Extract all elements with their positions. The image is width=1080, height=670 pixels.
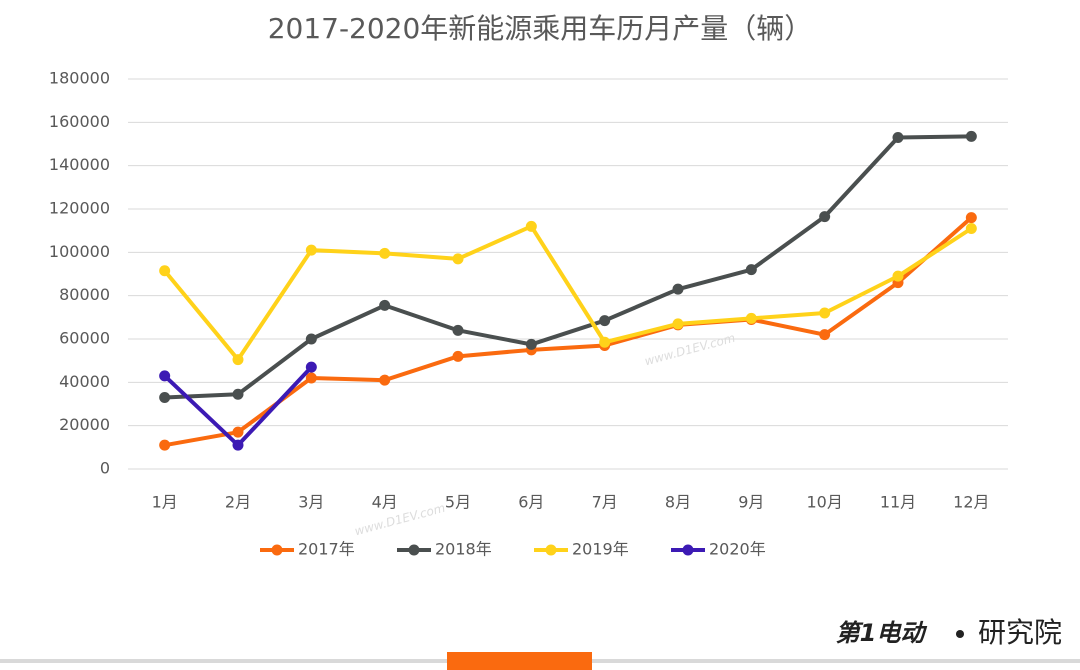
- y-tick-label: 0: [100, 459, 110, 478]
- watermark: www.D1EV.com: [353, 501, 447, 539]
- point: [159, 392, 171, 403]
- point: [965, 212, 977, 224]
- y-tick-label: 120000: [49, 199, 110, 218]
- chart-title: 2017-2020年新能源乘用车历月产量（辆）: [268, 12, 813, 45]
- point: [672, 283, 684, 295]
- point: [525, 220, 537, 232]
- series-line: [163, 224, 973, 362]
- point: [599, 336, 611, 348]
- x-tick-label: 2月: [225, 493, 251, 512]
- y-tick-label: 40000: [59, 372, 110, 391]
- y-tick-label: 180000: [49, 69, 110, 88]
- point: [819, 211, 831, 223]
- series-line: [164, 134, 972, 400]
- legend-marker: [545, 544, 557, 556]
- legend-marker: [271, 544, 283, 556]
- y-tick-label: 20000: [59, 415, 110, 434]
- legend-label: 2020年: [709, 540, 766, 559]
- point: [599, 315, 611, 327]
- point: [525, 338, 537, 350]
- y-tick-label: 160000: [49, 112, 110, 131]
- x-tick-label: 7月: [592, 493, 618, 512]
- point: [232, 439, 244, 451]
- logo-brand: 第1电动: [836, 619, 928, 647]
- legend-marker: [408, 544, 420, 556]
- x-tick-label: 9月: [738, 493, 764, 512]
- point: [452, 253, 464, 265]
- point: [819, 329, 831, 341]
- x-tick-label: 4月: [372, 493, 398, 512]
- point: [379, 299, 391, 311]
- series-line: [164, 216, 973, 448]
- legend-label: 2018年: [435, 540, 492, 559]
- point: [159, 439, 171, 451]
- logo-dot: [956, 630, 964, 638]
- point: [305, 372, 317, 384]
- point: [819, 307, 831, 319]
- legend-label: 2017年: [298, 540, 355, 559]
- x-tick-label: 11月: [880, 493, 916, 512]
- x-tick-label: 10月: [806, 493, 842, 512]
- point: [305, 244, 317, 256]
- x-tick-label: 5月: [445, 493, 471, 512]
- point: [745, 264, 757, 276]
- y-tick-label: 100000: [49, 242, 110, 261]
- watermark: www.D1EV.com: [643, 331, 737, 369]
- point: [892, 132, 904, 143]
- legend-label: 2019年: [572, 540, 629, 559]
- point: [379, 374, 391, 386]
- point: [745, 312, 757, 324]
- logo-name: 研究院: [978, 616, 1062, 649]
- point: [379, 247, 391, 259]
- point: [232, 426, 244, 438]
- footer-tab: [447, 652, 592, 670]
- x-tick-label: 3月: [298, 493, 324, 512]
- x-tick-label: 12月: [953, 493, 989, 512]
- point: [672, 318, 684, 330]
- point: [159, 370, 171, 382]
- y-tick-label: 60000: [59, 329, 110, 348]
- y-tick-label: 80000: [59, 285, 110, 304]
- x-tick-label: 1月: [152, 493, 178, 512]
- point: [232, 388, 244, 400]
- y-tick-label: 140000: [49, 155, 110, 174]
- point: [305, 333, 317, 345]
- point: [892, 270, 904, 282]
- point: [965, 130, 977, 142]
- point: [232, 354, 244, 366]
- x-tick-label: 8月: [665, 493, 691, 512]
- point: [305, 361, 317, 373]
- point: [159, 265, 171, 277]
- point: [452, 324, 464, 336]
- point: [452, 350, 464, 362]
- point: [965, 223, 977, 234]
- legend-marker: [682, 544, 694, 556]
- x-tick-label: 6月: [518, 493, 544, 512]
